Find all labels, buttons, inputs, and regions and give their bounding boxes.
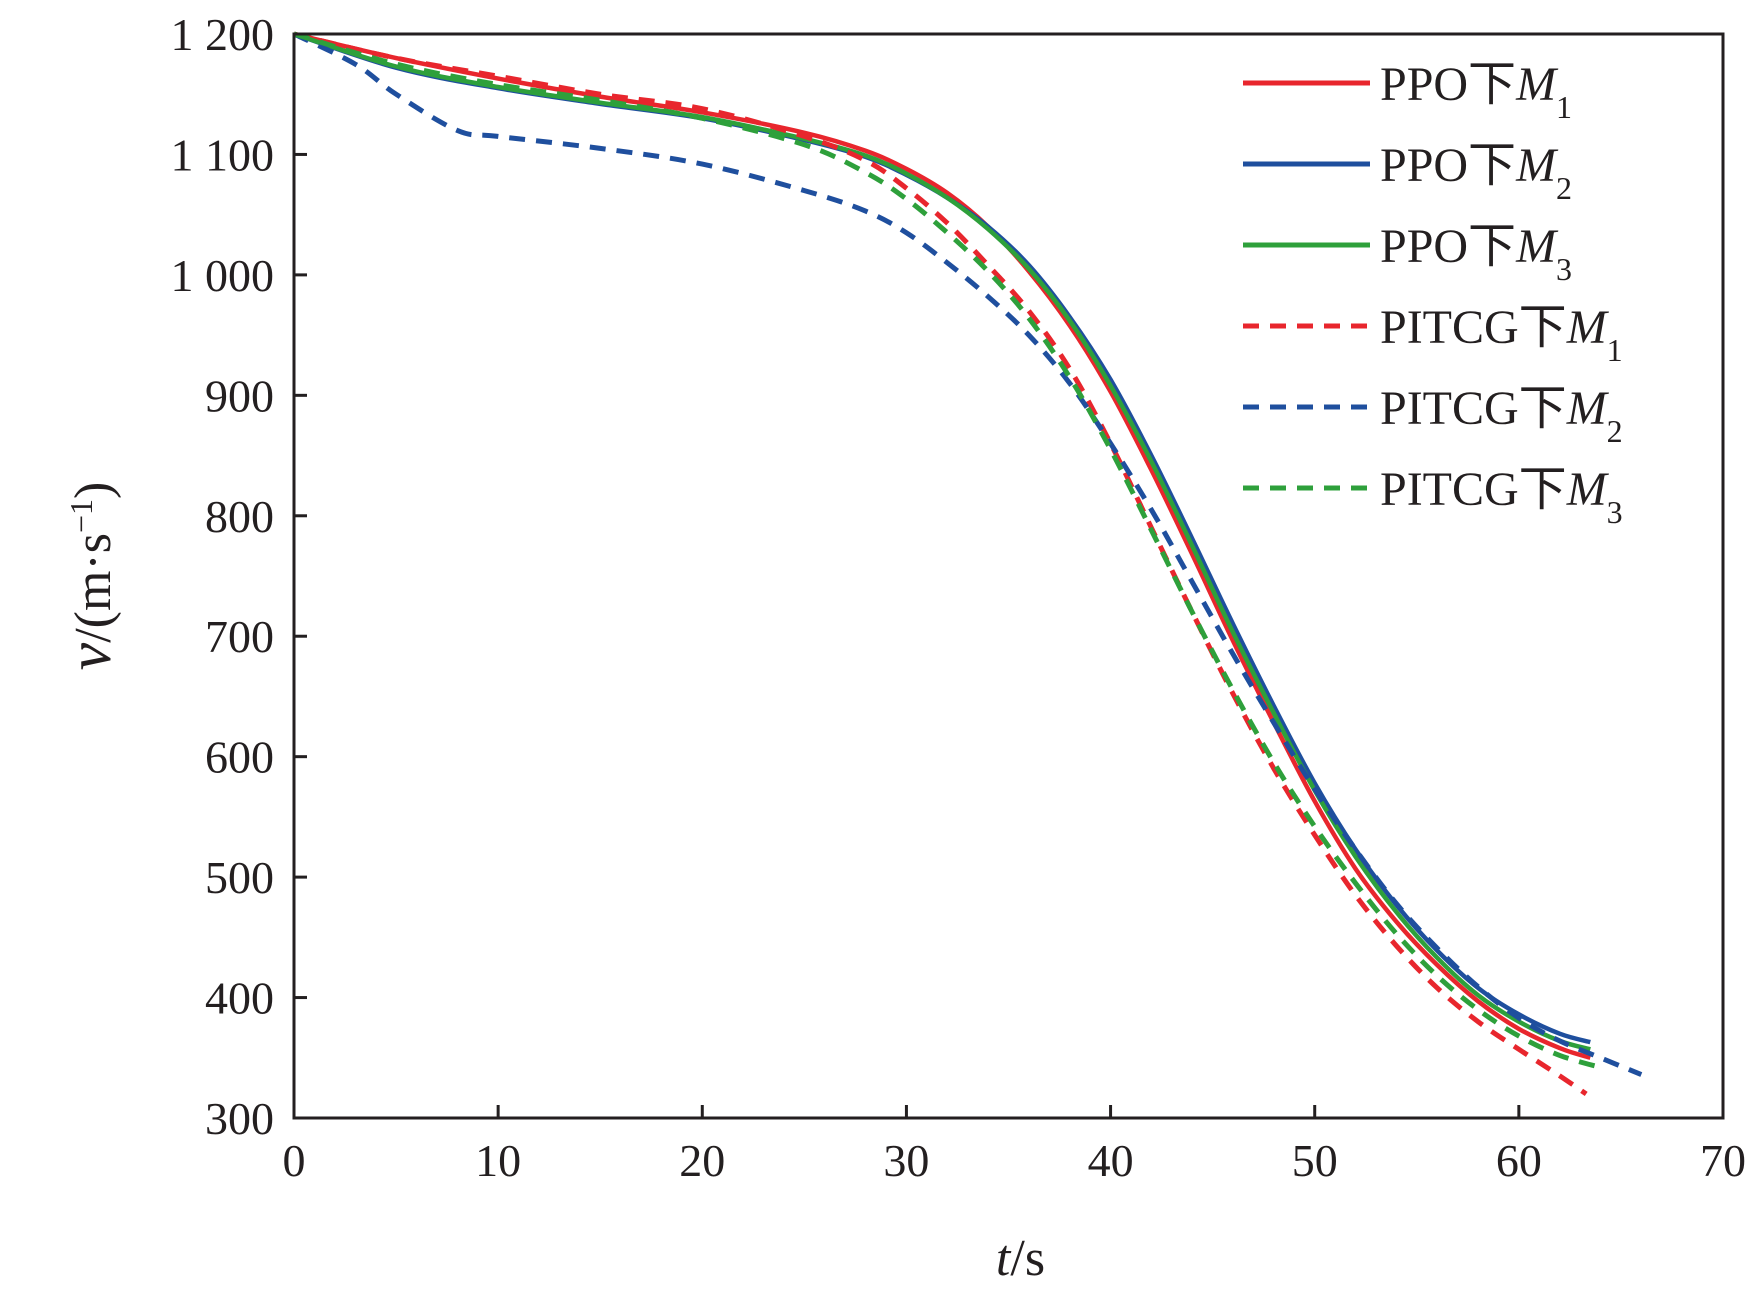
y-tick-label: 1 000 [171, 250, 275, 301]
legend-item: PPO下M2 [1243, 139, 1572, 206]
legend-item: PPO下M3 [1243, 220, 1572, 287]
y-axis: 300 400 500 600 700 800 900 1 000 1 100 1 200 [171, 9, 307, 1144]
series-line-6 [293, 31, 1602, 1070]
legend-item: PITCG下M1 [1243, 301, 1623, 368]
y-tick-label: 900 [205, 370, 274, 421]
legend-item: PPO下M1 [1243, 58, 1572, 125]
x-axis: 0 10 20 30 40 50 60 70 [283, 1105, 1746, 1186]
y-axis-label: v/(m·s−1) [56, 482, 124, 671]
series-line-1 [293, 31, 1591, 1060]
plot-frame [292, 32, 1725, 1120]
plot-lines [292, 31, 1643, 1096]
x-tick-label: 40 [1088, 1135, 1134, 1186]
legend-item: PITCG下M2 [1243, 382, 1623, 449]
series-line-5 [292, 31, 1643, 1077]
legend-label: PITCG下M3 [1380, 463, 1623, 530]
legend-label: PITCG下M2 [1380, 382, 1623, 449]
x-tick-label: 50 [1292, 1135, 1338, 1186]
x-tick-label: 0 [283, 1135, 306, 1186]
x-tick-label: 30 [883, 1135, 929, 1186]
legend-item: PITCG下M3 [1243, 463, 1623, 530]
legend: PPO下M1 PPO下M2 PPO下M3 PITCG下M1 PITCG下M2 PITCG下… [1243, 58, 1623, 530]
y-tick-label: 1 100 [171, 129, 275, 180]
x-tick-label: 60 [1496, 1135, 1542, 1186]
legend-label: PPO下M3 [1380, 220, 1572, 287]
y-tick-label: 300 [205, 1093, 274, 1144]
x-tick-label: 20 [679, 1135, 725, 1186]
legend-label: PPO下M1 [1380, 58, 1572, 125]
series-line-4 [293, 31, 1588, 1096]
y-tick-label: 800 [205, 491, 274, 542]
y-tick-label: 400 [205, 973, 274, 1024]
y-tick-label: 700 [205, 611, 274, 662]
x-tick-label: 70 [1700, 1135, 1746, 1186]
x-tick-label: 10 [475, 1135, 521, 1186]
legend-label: PITCG下M1 [1380, 301, 1623, 368]
legend-label: PPO下M2 [1380, 139, 1572, 206]
y-tick-label: 1 200 [171, 9, 275, 60]
x-axis-label: t/s [996, 1230, 1045, 1287]
y-tick-label: 600 [205, 732, 274, 783]
y-tick-label: 500 [205, 852, 274, 903]
